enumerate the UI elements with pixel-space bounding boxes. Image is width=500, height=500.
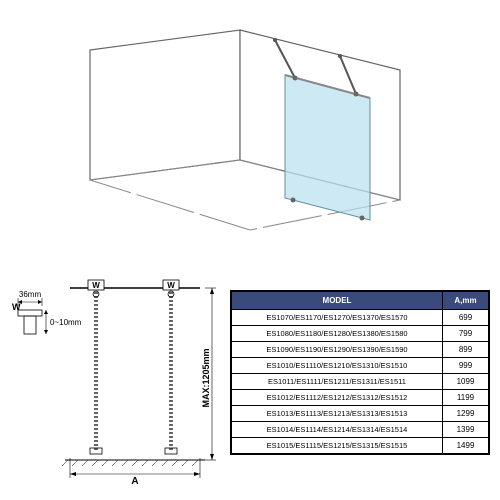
table-row: ES1014/ES1114/ES1214/ES1314/ES15141399 <box>232 422 489 438</box>
table-row: ES1012/ES1112/ES1212/ES1312/ES15121199 <box>232 390 489 406</box>
wall-left <box>90 30 240 180</box>
model-table: MODEL A,mm ES1070/ES1170/ES1270/ES1370/E… <box>230 290 490 455</box>
label-a: A <box>131 476 138 487</box>
svg-text:W: W <box>167 281 175 290</box>
top-view: W W <box>62 280 205 466</box>
col-model: MODEL <box>232 292 443 310</box>
col-a: A,mm <box>443 292 489 310</box>
dim-a: A <box>70 458 200 487</box>
dim-max: MAX:1205mm <box>201 288 216 460</box>
bracket-detail: 36mm 0~10mm W <box>12 290 82 334</box>
table-row: ES1010/ES1110/ES1210/ES1310/ES1510999 <box>232 358 489 374</box>
table-row: ES1080/ES1180/ES1280/ES1380/ES1580799 <box>232 326 489 342</box>
isometric-view <box>60 20 440 250</box>
label-max: MAX:1205mm <box>201 348 211 407</box>
glass-panel <box>285 75 370 220</box>
label-w-small: W <box>12 302 21 312</box>
technical-view: 36mm 0~10mm W W W <box>10 270 220 490</box>
svg-text:W: W <box>92 281 100 290</box>
table-row: ES1011/ES1111/ES1211/ES1311/ES15111099 <box>232 374 489 390</box>
label-36mm: 36mm <box>19 290 42 299</box>
table-row: ES1013/ES1113/ES1213/ES1313/ES15131299 <box>232 406 489 422</box>
label-tolerance: 0~10mm <box>50 318 82 327</box>
table-row: ES1015/ES1115/ES1215/ES1315/ES15151499 <box>232 438 489 454</box>
table-row: ES1090/ES1190/ES1290/ES1390/ES1590899 <box>232 342 489 358</box>
table-row: ES1070/ES1170/ES1270/ES1370/ES1570699 <box>232 310 489 326</box>
